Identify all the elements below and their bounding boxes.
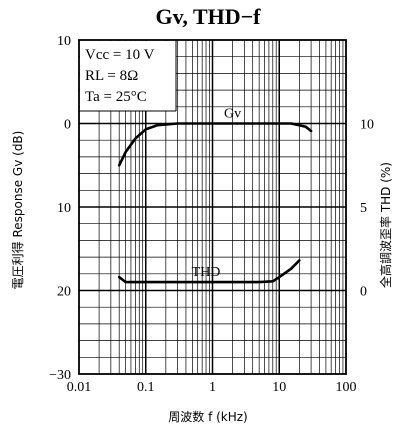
x-tick-label: 1 (209, 380, 216, 395)
series-thd-label: THD (192, 265, 221, 280)
left-tick-label: 10 (57, 34, 71, 49)
right-axis-label: 全高調波歪率 THD (%) (378, 162, 393, 288)
left-axis-label: 電圧利得 Response Gv (dB) (10, 131, 25, 290)
x-axis-label: 周波数 f (kHz) (168, 409, 248, 424)
left-tick-label: 0 (64, 118, 71, 133)
left-tick-label: 20 (57, 285, 71, 300)
x-tick-label: 0.1 (137, 380, 155, 395)
right-tick-labels: 10 5 0 (360, 118, 374, 300)
x-tick-labels: 0.01 0.1 1 10 100 (67, 380, 357, 395)
right-tick-label: 0 (360, 285, 367, 300)
chart-title: Gv, THD−f (155, 4, 261, 29)
right-tick-label: 10 (360, 118, 374, 133)
x-tick-label: 100 (336, 380, 357, 395)
series-thd-line (117, 259, 301, 284)
series-group: Gv THD (117, 107, 313, 284)
conditions-background (80, 41, 176, 111)
left-tick-labels: 10 0 10 20 −30 (49, 34, 71, 383)
series-gv-label: Gv (224, 107, 241, 122)
left-tick-label: 10 (57, 201, 71, 216)
condition-text: Ta = 25°C (85, 89, 147, 105)
series-gv-line (117, 122, 313, 167)
left-tick-label: −30 (49, 368, 71, 383)
conditions-box: Vcc = 10 V RL = 8Ω Ta = 25°C (79, 40, 177, 112)
plot-frame (78, 39, 347, 375)
x-tick-label: 10 (272, 380, 286, 395)
condition-text: Vcc = 10 V (85, 47, 155, 63)
x-tick-label: 0.01 (67, 380, 92, 395)
condition-text: RL = 8Ω (85, 68, 138, 84)
right-tick-label: 5 (360, 201, 367, 216)
